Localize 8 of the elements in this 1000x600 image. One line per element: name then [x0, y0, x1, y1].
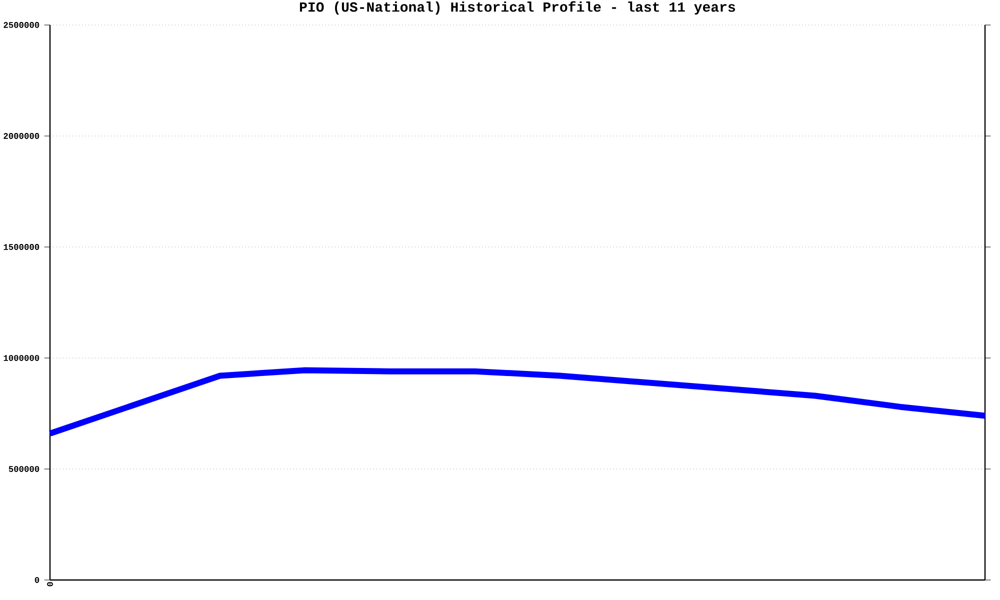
y-tick-label: 1000000	[4, 355, 40, 361]
text: 0	[47, 582, 53, 586]
y-tick-label: 2500000	[4, 22, 40, 28]
y-tick-label: 1500000	[4, 244, 40, 250]
y-tick-label: 500000	[8, 466, 40, 472]
chart-title: PIO (US-National) Historical Profile - last 11 years	[300, 1, 736, 15]
y-tick-label: 2000000	[4, 133, 40, 139]
y-tick-label: 0	[34, 577, 40, 583]
